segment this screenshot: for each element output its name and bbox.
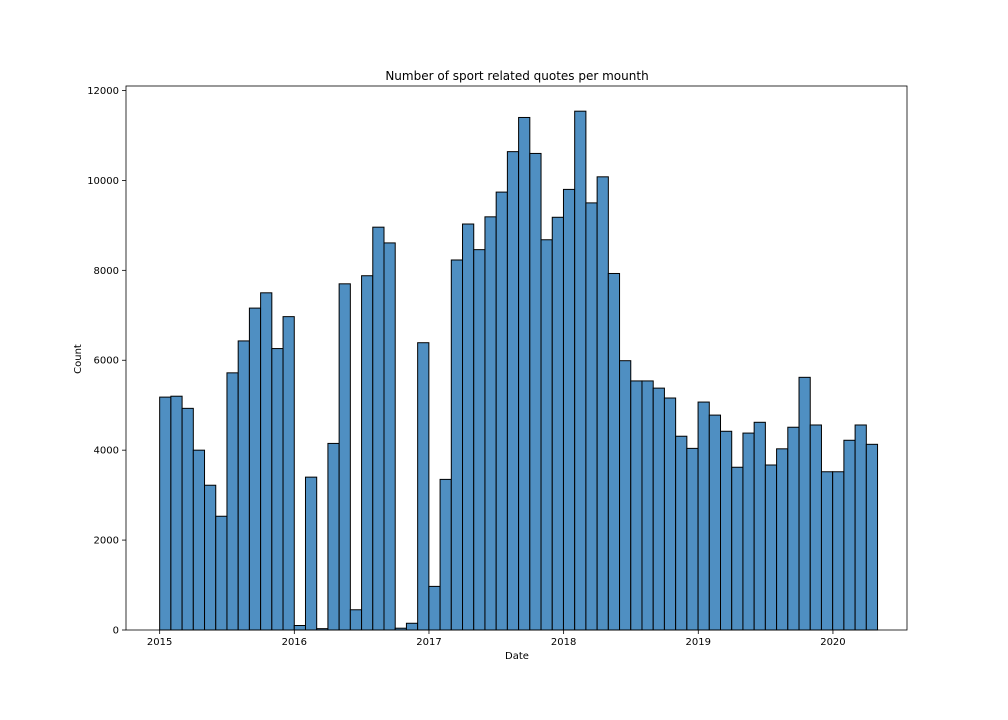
histogram-bar bbox=[293, 625, 306, 631]
y-axis-label: Count bbox=[73, 344, 84, 374]
histogram-bar bbox=[192, 449, 206, 631]
histogram-bar bbox=[596, 176, 609, 631]
histogram-bar bbox=[551, 216, 564, 631]
y-tick-label: 8000 bbox=[94, 266, 119, 277]
x-tick-label: 2018 bbox=[551, 637, 576, 648]
histogram-bar bbox=[473, 249, 486, 631]
x-tick-label: 2019 bbox=[686, 637, 711, 648]
histogram-bar bbox=[271, 348, 284, 631]
x-tick-label: 2016 bbox=[282, 637, 307, 648]
histogram-bar bbox=[170, 395, 183, 631]
histogram-bar bbox=[720, 430, 733, 631]
chart-title: Number of sport related quotes per mount… bbox=[385, 69, 648, 83]
x-axis-label: Date bbox=[505, 651, 529, 662]
histogram-bar bbox=[439, 478, 452, 631]
histogram-bar bbox=[484, 216, 497, 631]
x-axis: 2015 2016 2017 2018 2019 2020 bbox=[147, 630, 846, 648]
histogram-bar bbox=[832, 471, 845, 631]
x-tick-label: 2017 bbox=[416, 637, 441, 648]
histogram-bar bbox=[372, 226, 385, 631]
histogram-bar bbox=[697, 401, 710, 631]
histogram-bar bbox=[338, 283, 351, 631]
histogram-bar bbox=[742, 432, 755, 631]
histogram-bar bbox=[260, 292, 273, 631]
histogram-bar bbox=[405, 622, 419, 631]
histogram-bar bbox=[462, 223, 475, 631]
plot-frame bbox=[125, 85, 908, 631]
histogram-bar bbox=[204, 484, 217, 631]
y-tick-label: 2000 bbox=[94, 536, 119, 547]
x-tick-label: 2020 bbox=[820, 637, 845, 648]
histogram-bar bbox=[327, 442, 340, 631]
histogram-bar bbox=[562, 188, 576, 631]
histogram-bar bbox=[361, 275, 374, 631]
histogram-bar bbox=[641, 380, 654, 631]
histogram-bar bbox=[349, 609, 363, 631]
histogram-bar bbox=[854, 424, 867, 631]
x-tick-label: 2015 bbox=[147, 637, 172, 648]
histogram-bar bbox=[843, 439, 856, 631]
histogram-bar bbox=[619, 360, 632, 631]
histogram-bar bbox=[282, 316, 295, 631]
histogram-bar bbox=[731, 466, 744, 631]
histogram-bar bbox=[820, 471, 834, 631]
histogram-bar bbox=[764, 464, 778, 631]
histogram-bar bbox=[248, 307, 262, 631]
histogram-bar bbox=[506, 151, 520, 631]
histogram-bar bbox=[529, 152, 542, 631]
histogram-bar bbox=[159, 396, 172, 631]
histogram-bar bbox=[518, 116, 531, 631]
histogram-bar bbox=[809, 424, 822, 631]
y-tick-label: 10000 bbox=[87, 176, 119, 187]
histogram-bar bbox=[652, 387, 665, 631]
histogram-bar bbox=[675, 435, 688, 631]
histogram-bar bbox=[215, 515, 228, 631]
histogram-bar bbox=[383, 242, 396, 631]
histogram-bar bbox=[181, 407, 194, 631]
histogram-bar bbox=[417, 342, 430, 631]
histogram-bar bbox=[708, 414, 722, 631]
bars-group bbox=[159, 110, 879, 631]
histogram-bar bbox=[585, 202, 598, 631]
histogram-bar bbox=[787, 426, 800, 631]
histogram-bar bbox=[630, 380, 643, 631]
histogram-bar bbox=[865, 443, 879, 631]
y-tick-label: 6000 bbox=[94, 356, 119, 367]
y-tick-label: 12000 bbox=[87, 86, 119, 97]
y-tick-label: 4000 bbox=[94, 446, 119, 457]
histogram-bar bbox=[495, 191, 508, 631]
y-axis: 0 2000 4000 6000 8000 10000 12000 bbox=[87, 86, 126, 637]
histogram-bar bbox=[776, 448, 789, 631]
histogram-bar bbox=[450, 259, 464, 631]
histogram-bar bbox=[428, 585, 441, 631]
histogram-bar bbox=[574, 110, 587, 631]
histogram-bar bbox=[226, 372, 239, 631]
histogram-bar bbox=[753, 421, 766, 631]
histogram-bar bbox=[304, 476, 318, 631]
histogram-bar bbox=[663, 397, 677, 631]
histogram-bar bbox=[237, 340, 250, 631]
histogram-bar bbox=[686, 447, 699, 631]
histogram-bar bbox=[540, 239, 553, 631]
histogram-bar bbox=[798, 376, 811, 631]
histogram-bar bbox=[607, 272, 621, 631]
y-tick-label: 0 bbox=[113, 626, 119, 637]
